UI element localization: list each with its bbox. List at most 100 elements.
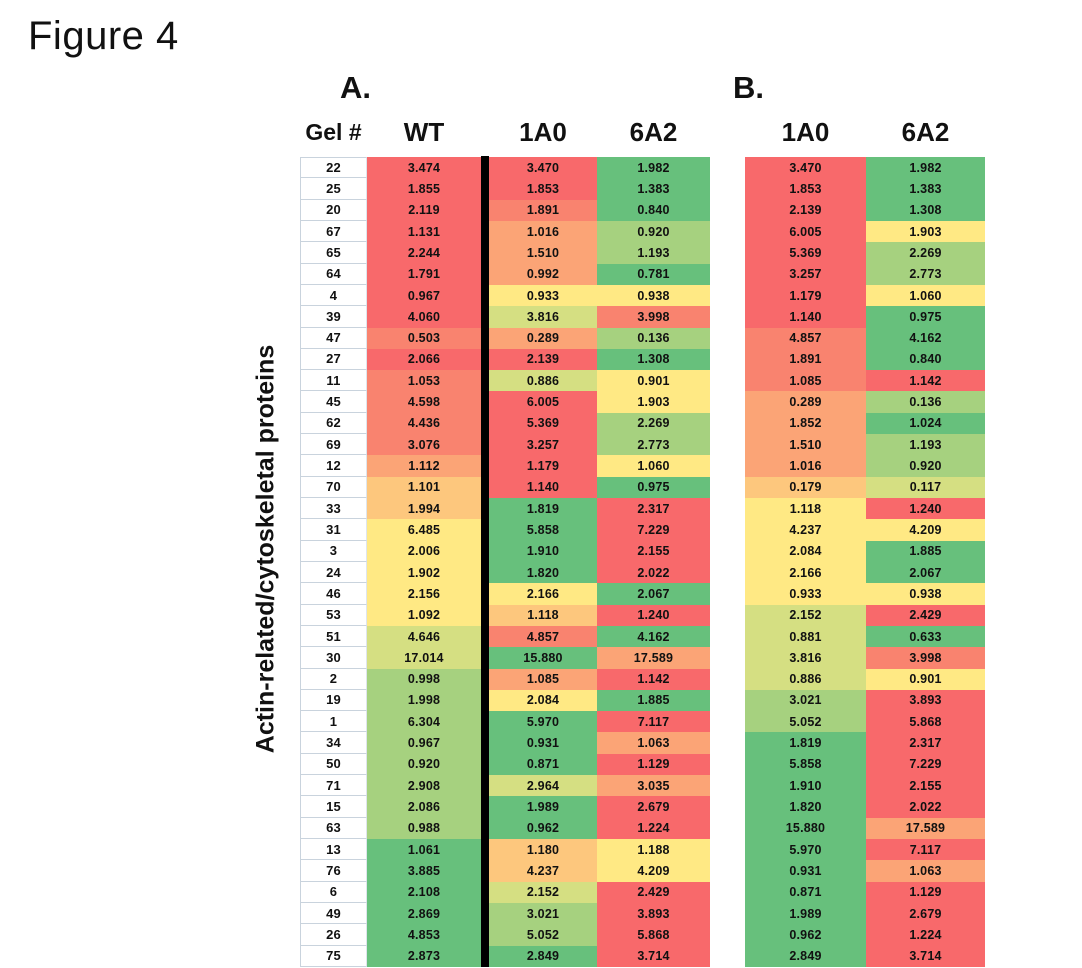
heatmap-cell: 2.152 (489, 881, 597, 903)
table-row: 31 6.485 5.858 7.229 (300, 519, 710, 541)
heatmap-cell: 0.136 (866, 391, 985, 413)
heatmap-cell: 3.885 (367, 860, 481, 882)
heatmap-cell: 2.773 (597, 434, 710, 456)
heatmap-cell: 0.933 (489, 284, 597, 307)
heatmap-cell: 5.858 (745, 753, 866, 776)
gel-number-cell: 24 (300, 561, 367, 584)
heatmap-cell: 1.224 (866, 924, 985, 946)
panel-b-label: B. (733, 70, 764, 105)
gel-number-cell: 69 (300, 434, 367, 456)
table-row: 15 2.086 1.989 2.679 (300, 796, 710, 818)
heatmap-cell: 0.998 (367, 668, 481, 690)
table-row: 5.858 7.229 (745, 753, 985, 776)
heatmap-cell: 5.970 (745, 839, 866, 861)
table-row: 2.084 1.885 (745, 540, 985, 562)
panel-a-header-row: Gel # WT 1A0 6A2 (300, 110, 710, 154)
heatmap-cell: 2.964 (489, 775, 597, 797)
table-row: 1.140 0.975 (745, 306, 985, 328)
heatmap-cell: 1.998 (367, 689, 481, 712)
heatmap-cell: 2.086 (367, 796, 481, 818)
heatmap-cell: 1.142 (597, 668, 710, 690)
heatmap-cell: 1.085 (489, 668, 597, 690)
heatmap-cell: 1.820 (745, 796, 866, 818)
table-row: 22 3.474 3.470 1.982 (300, 157, 710, 179)
table-row: 53 1.092 1.118 1.240 (300, 604, 710, 626)
heatmap-cell: 5.052 (745, 711, 866, 733)
heatmap-cell: 7.117 (597, 711, 710, 733)
gel-number-cell: 25 (300, 178, 367, 200)
heatmap-cell: 2.773 (866, 263, 985, 285)
gel-number-cell: 11 (300, 370, 367, 392)
heatmap-cell: 1.910 (489, 540, 597, 562)
gel-number-cell: 22 (300, 157, 367, 179)
heatmap-cell: 2.108 (367, 881, 481, 903)
heatmap-cell: 4.598 (367, 391, 481, 413)
heatmap-cell: 2.429 (597, 881, 710, 903)
table-row: 0.962 1.224 (745, 924, 985, 946)
gel-number-cell: 70 (300, 476, 367, 498)
table-row: 26 4.853 5.052 5.868 (300, 924, 710, 946)
table-row: 27 2.066 2.139 1.308 (300, 348, 710, 371)
heatmap-cell: 6.304 (367, 711, 481, 733)
gel-number-cell: 34 (300, 732, 367, 754)
column-header-1a0: 1A0 (519, 116, 567, 147)
figure-title: Figure 4 (28, 14, 179, 58)
heatmap-cell: 1.383 (866, 178, 985, 200)
heatmap-cell: 1.118 (489, 604, 597, 626)
table-row: 70 1.101 1.140 0.975 (300, 476, 710, 498)
heatmap-cell: 3.893 (866, 689, 985, 712)
gel-number-cell: 2 (300, 668, 367, 690)
heatmap-cell: 4.646 (367, 625, 481, 648)
table-row: 3.021 3.893 (745, 689, 985, 712)
heatmap-cell: 0.136 (597, 327, 710, 349)
heatmap-cell: 2.317 (866, 732, 985, 754)
panel-b-header-row: 1A0 6A2 (745, 110, 985, 154)
heatmap-cell: 1.819 (745, 732, 866, 754)
gel-number-cell: 27 (300, 348, 367, 371)
heatmap-cell: 0.840 (866, 348, 985, 371)
heatmap-cell: 1.142 (866, 370, 985, 392)
heatmap-cell: 3.257 (745, 263, 866, 285)
gel-number-cell: 76 (300, 860, 367, 882)
heatmap-cell: 2.084 (489, 689, 597, 712)
heatmap-cell: 1.061 (367, 839, 481, 861)
heatmap-cell: 2.119 (367, 199, 481, 221)
heatmap-cell: 3.816 (745, 647, 866, 669)
heatmap-cell: 1.240 (866, 498, 985, 520)
heatmap-cell: 1.383 (597, 178, 710, 200)
heatmap-cell: 5.369 (489, 412, 597, 435)
heatmap-cell: 3.474 (367, 157, 481, 179)
heatmap-cell: 2.849 (489, 945, 597, 967)
heatmap-cell: 3.021 (489, 902, 597, 925)
heatmap-cell: 1.989 (745, 902, 866, 925)
heatmap-cell: 1.994 (367, 498, 481, 520)
heatmap-cell: 1.982 (866, 157, 985, 179)
heatmap-cell: 7.229 (866, 753, 985, 776)
heatmap-cell: 3.816 (489, 306, 597, 328)
heatmap-cell: 2.067 (597, 583, 710, 605)
heatmap-cell: 3.021 (745, 689, 866, 712)
table-row: 0.289 0.136 (745, 391, 985, 413)
heatmap-cell: 0.962 (489, 817, 597, 839)
heatmap-cell: 1.891 (489, 199, 597, 221)
table-row: 1.510 1.193 (745, 434, 985, 456)
table-row: 5.970 7.117 (745, 839, 985, 861)
heatmap-cell: 0.503 (367, 327, 481, 349)
heatmap-cell: 1.131 (367, 220, 481, 243)
column-header-6a2: 6A2 (629, 116, 678, 147)
table-row: 1.016 0.920 (745, 455, 985, 477)
table-row: 3.816 3.998 (745, 647, 985, 669)
gel-number-cell: 64 (300, 263, 367, 285)
column-header-wt: WT (403, 116, 445, 147)
heatmap-cell: 2.022 (597, 561, 710, 584)
heatmap-cell: 1.140 (489, 476, 597, 498)
table-row: 19 1.998 2.084 1.885 (300, 689, 710, 712)
table-row: 1.179 1.060 (745, 284, 985, 307)
heatmap-cell: 1.193 (866, 434, 985, 456)
heatmap-cell: 2.679 (597, 796, 710, 818)
table-row: 39 4.060 3.816 3.998 (300, 306, 710, 328)
heatmap-cell: 0.781 (597, 263, 710, 285)
heatmap-cell: 1.179 (745, 284, 866, 307)
heatmap-cell: 0.938 (597, 284, 710, 307)
table-row: 50 0.920 0.871 1.129 (300, 753, 710, 776)
